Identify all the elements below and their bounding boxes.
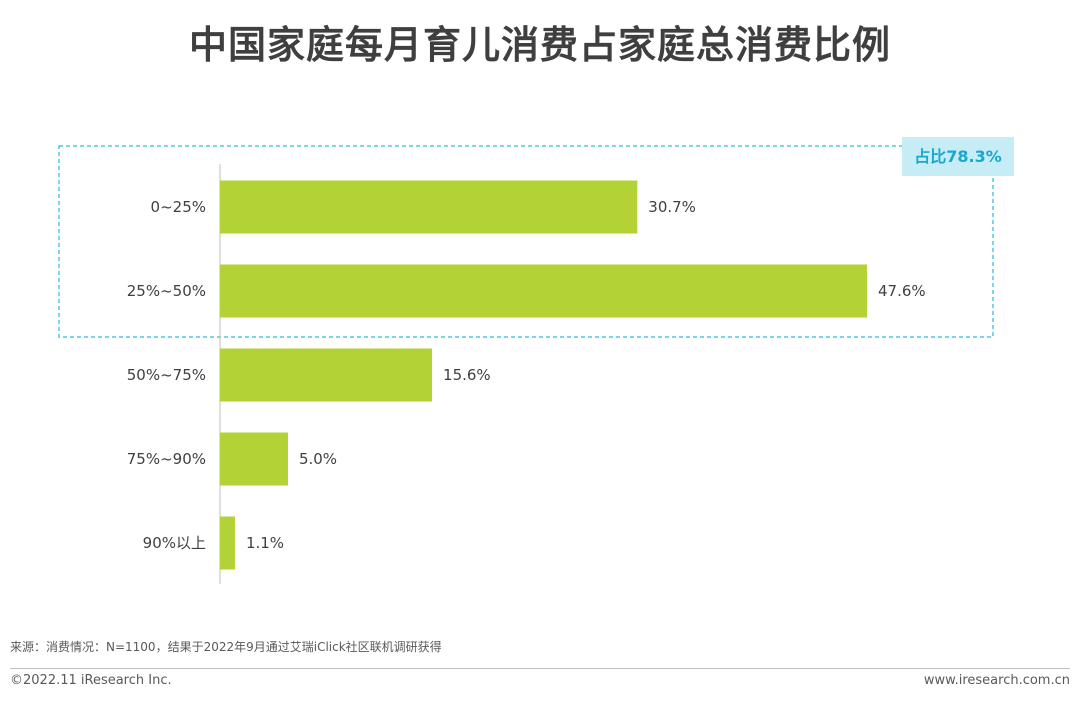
category-label: 75%~90% [127,450,206,468]
highlight-box [58,145,994,338]
value-label: 5.0% [299,450,337,468]
copyright-text: ©2022.11 iResearch Inc. [10,673,172,688]
bar-1 [220,264,867,318]
website-url: www.iresearch.com.cn [923,673,1070,688]
page-title: 中国家庭每月育儿消费占家庭总消费比例 [188,23,891,67]
highlight-badge: 占比78.3% [902,137,1014,176]
value-label: 15.6% [443,366,491,384]
bars-group: 0~25% 30.7% 25%~50% 47.6% 50%~75% 15.6% 75%~90… [127,180,926,570]
category-label: 50%~75% [127,366,206,384]
bar-3 [220,432,288,486]
source-note: 来源：消费情况：N=1100，结果于2022年9月通过艾瑞iClick社区联机调… [10,640,442,654]
category-label: 90%以上 [143,534,206,552]
value-label: 47.6% [878,282,926,300]
bar-4 [220,516,235,570]
value-label: 30.7% [648,198,696,216]
value-label: 1.1% [246,534,284,552]
category-label: 0~25% [151,198,206,216]
footer-divider [10,668,1070,669]
bar-2 [220,348,433,402]
bar-0 [220,180,638,234]
category-label: 25%~50% [127,282,206,300]
